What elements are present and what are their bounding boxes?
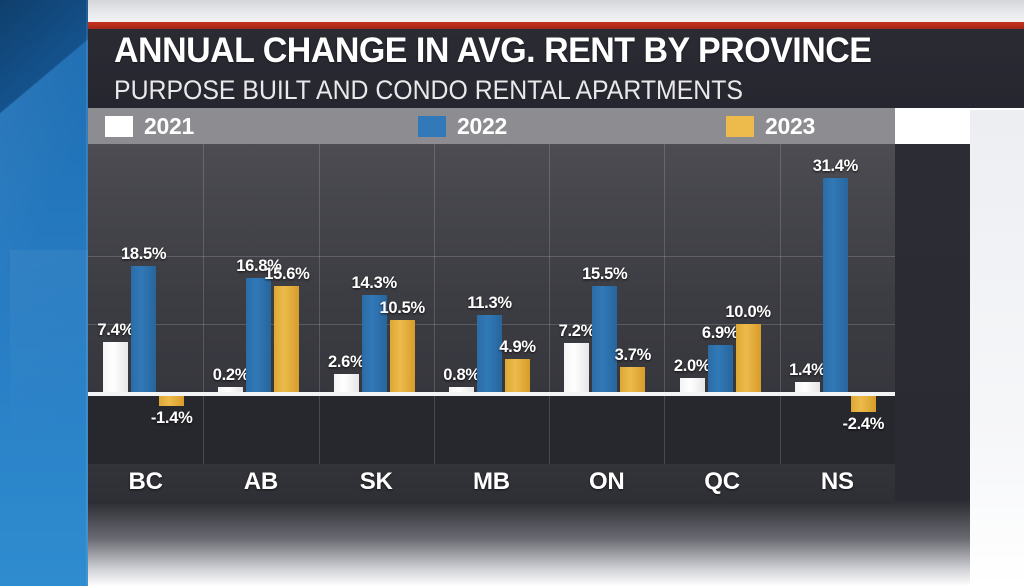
right-white-panel — [970, 110, 1024, 586]
bar-NS-2023 — [850, 396, 876, 413]
gridline-horizontal — [88, 255, 895, 257]
bar-QC-2021 — [679, 378, 705, 392]
legend-item-2022: 2022 — [418, 113, 507, 140]
bar-value-label-SK-2021: 2.6% — [327, 353, 365, 372]
gridline-vertical — [319, 144, 320, 464]
bar-QC-2023 — [735, 323, 761, 392]
bar-ON-2023 — [620, 366, 646, 392]
bar-MB-2023 — [505, 358, 530, 392]
bar-SK-2023 — [389, 320, 415, 392]
bar-BC-2022 — [131, 265, 157, 392]
bar-value-label-MB-2023: 4.9% — [499, 337, 536, 356]
bar-value-label-ON-2021: 7.2% — [558, 321, 596, 340]
bar-value-label-QC-2021: 2.0% — [673, 357, 711, 376]
bar-value-label-BC-2022: 18.5% — [120, 244, 167, 263]
bottom-fade — [88, 500, 970, 586]
bar-value-label-AB-2022: 16.8% — [236, 256, 282, 275]
bar-AB-2021 — [218, 387, 244, 392]
legend-item-2023: 2023 — [726, 113, 815, 140]
bar-BC-2023 — [159, 396, 185, 406]
legend-item-2021: 2021 — [105, 113, 194, 140]
x-axis-tick-MB: MB — [473, 468, 510, 495]
x-axis-tick-ON: ON — [588, 468, 625, 495]
legend-swatch-icon-2023 — [726, 115, 754, 137]
x-axis-tick-BC: BC — [128, 468, 163, 495]
left-panel-shard-bottom — [10, 250, 100, 586]
legend-label-2023: 2023 — [765, 112, 815, 139]
legend-swatch-icon-2022 — [418, 115, 446, 137]
legend-label-2021: 2021 — [144, 112, 194, 139]
bar-value-label-BC-2021: 7.4% — [97, 320, 134, 339]
bar-value-label-SK-2022: 14.3% — [351, 273, 398, 292]
legend-swatch-icon-2021 — [105, 115, 133, 137]
bar-SK-2021 — [333, 374, 359, 392]
x-axis-tick-QC: QC — [704, 468, 740, 495]
bar-ON-2022 — [592, 286, 618, 392]
bar-value-label-ON-2023: 3.7% — [614, 345, 652, 364]
zero-baseline — [88, 392, 895, 396]
x-axis: BC AB SK MB ON QC NS — [88, 464, 895, 504]
bar-AB-2023 — [274, 285, 300, 392]
bar-value-label-BC-2023: -1.4% — [150, 408, 193, 427]
legend-label-2022: 2022 — [457, 112, 507, 139]
chart-legend: 2021 2022 2023 — [88, 108, 895, 144]
left-panel-shard-top — [0, 0, 100, 120]
left-decorative-panel — [0, 0, 100, 586]
bar-value-label-ON-2022: 15.5% — [582, 265, 628, 284]
bar-MB-2021 — [449, 386, 474, 392]
x-axis-tick-SK: SK — [359, 468, 393, 495]
plot-right-filler — [895, 144, 970, 504]
top-light-strip — [88, 0, 1024, 22]
bar-AB-2022 — [246, 277, 272, 392]
gridline-vertical — [434, 144, 435, 464]
bar-value-label-SK-2023: 10.5% — [379, 299, 426, 318]
gridline-vertical — [664, 144, 665, 464]
bar-QC-2022 — [707, 344, 733, 392]
page-title: ANNUAL CHANGE IN AVG. RENT BY PROVINCE — [114, 31, 872, 70]
chart-plot-area: 7.4% 18.5% -1.4% 0.2% 16.8% 15.6% 2.6% 14.3% 10.… — [88, 144, 895, 464]
page-subtitle: PURPOSE BUILT AND CONDO RENTAL APARTMENT… — [114, 75, 743, 105]
bar-NS-2022 — [822, 178, 848, 392]
negative-region-backdrop — [88, 392, 895, 464]
bar-MB-2022 — [477, 315, 502, 392]
x-axis-tick-NS: NS — [820, 468, 854, 495]
title-block: ANNUAL CHANGE IN AVG. RENT BY PROVINCE P… — [88, 29, 1024, 108]
gridline-vertical — [203, 144, 204, 464]
gridline-vertical — [549, 144, 550, 464]
bar-ON-2021 — [564, 342, 590, 392]
gridline-vertical — [780, 144, 781, 464]
bar-value-label-QC-2022: 6.9% — [701, 323, 739, 342]
bar-value-label-NS-2023: -2.4% — [842, 415, 885, 434]
x-axis-tick-AB: AB — [243, 468, 279, 495]
bar-value-label-AB-2021: 0.2% — [212, 366, 250, 384]
bar-BC-2021 — [103, 341, 129, 392]
bar-value-label-MB-2022: 11.3% — [467, 293, 512, 312]
bar-SK-2022 — [361, 294, 387, 392]
bar-value-label-QC-2023: 10.0% — [725, 302, 771, 321]
red-accent-line — [88, 22, 1024, 29]
bar-value-label-MB-2021: 0.8% — [443, 365, 480, 384]
bar-NS-2021 — [794, 382, 820, 392]
bar-value-label-NS-2022: 31.4% — [812, 157, 859, 175]
bar-value-label-NS-2021: 1.4% — [789, 361, 826, 380]
bar-value-label-AB-2023: 15.6% — [264, 264, 310, 283]
